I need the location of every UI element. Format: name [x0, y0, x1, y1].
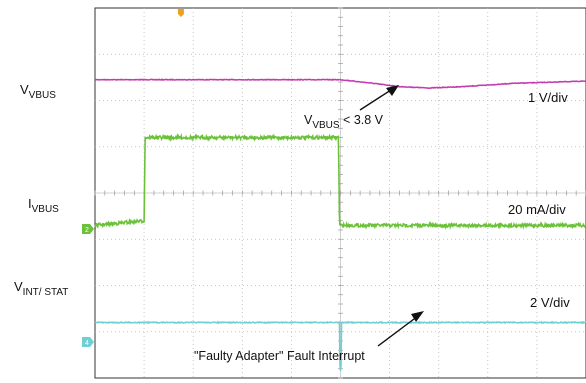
vvbus-scale-label: 1 V/div [528, 90, 568, 105]
vint-stat-scale-label: 2 V/div [530, 295, 570, 310]
vbus-threshold-annotation: VVBUS < 3.8 V [304, 113, 384, 131]
vbus-threshold-arrow [359, 87, 395, 111]
trace-vvbus [94, 78, 586, 90]
vint-stat-channel-label: VINT/ STAT [14, 279, 68, 298]
fault-interrupt-annotation: "Faulty Adapter" Fault Interrupt [194, 349, 365, 363]
ch2-marker: 2 [82, 224, 94, 234]
fault-interrupt-arrowhead [411, 311, 424, 322]
trace-ivbus [94, 132, 586, 231]
vvbus-channel-label: VVBUS [20, 82, 56, 101]
svg-text:2: 2 [85, 227, 89, 234]
trigger-marker [177, 9, 184, 17]
ivbus-scale-label: 20 mA/div [508, 202, 566, 217]
trace-vint-stat [94, 320, 586, 371]
scope-traces [94, 78, 586, 371]
ivbus-channel-label: IVBUS [28, 196, 59, 215]
ch4-marker: 4 [82, 337, 94, 347]
fault-interrupt-arrow [377, 315, 419, 347]
vbus-threshold-arrowhead [386, 85, 399, 96]
svg-text:4: 4 [85, 340, 89, 347]
